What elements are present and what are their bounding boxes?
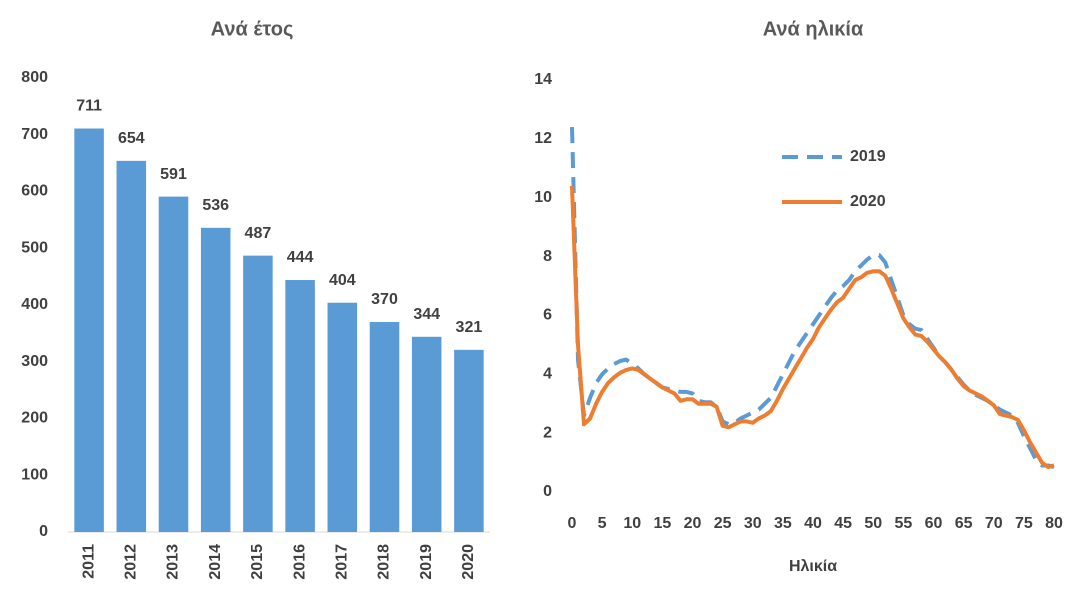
x-tick-label: 2020 — [460, 544, 477, 580]
bar — [327, 302, 358, 532]
x-tick-label: 2015 — [249, 544, 266, 580]
data-label: 404 — [329, 272, 356, 289]
x-tick-label: 2018 — [376, 544, 393, 580]
data-label: 711 — [76, 98, 102, 115]
bar — [243, 255, 273, 532]
data-label: 487 — [245, 225, 272, 242]
y-tick-label: 10 — [534, 189, 552, 206]
x-tick-label: 15 — [653, 515, 671, 532]
x-tick-label: 2017 — [334, 544, 351, 580]
x-tick-label: 2013 — [165, 544, 182, 580]
data-label: 370 — [371, 291, 398, 308]
bar — [285, 280, 315, 532]
x-axis-label: Ηλικία — [789, 558, 837, 575]
bar — [116, 160, 147, 533]
x-tick-label: 2016 — [291, 544, 308, 580]
x-tick-label: 25 — [714, 515, 732, 532]
x-tick-label: 80 — [1045, 515, 1063, 532]
x-tick-label: 5 — [598, 515, 607, 532]
y-tick-label: 700 — [21, 126, 48, 143]
data-label: 344 — [413, 306, 440, 323]
y-tick-label: 500 — [21, 239, 48, 256]
y-tick-label: 4 — [543, 366, 552, 383]
legend-label: 2020 — [850, 193, 886, 210]
legend-label: 2019 — [850, 148, 886, 165]
x-tick-label: 2019 — [418, 544, 435, 580]
chart-title: Ανά έτος — [211, 18, 294, 40]
x-tick-label: 2012 — [123, 544, 140, 580]
x-tick-label: 75 — [1015, 515, 1033, 532]
y-tick-label: 600 — [21, 183, 48, 200]
y-tick-label: 8 — [543, 248, 552, 265]
x-tick-label: 2011 — [80, 544, 97, 579]
x-tick-label: 60 — [925, 515, 943, 532]
bar — [74, 128, 104, 532]
y-tick-label: 200 — [21, 410, 48, 427]
x-tick-label: 2014 — [207, 544, 224, 580]
y-tick-label: 800 — [21, 69, 48, 86]
x-tick-label: 50 — [864, 515, 882, 532]
data-label: 444 — [287, 249, 314, 266]
bar — [200, 227, 231, 532]
x-tick-label: 40 — [804, 515, 822, 532]
bar — [411, 336, 442, 532]
x-tick-label: 35 — [774, 515, 792, 532]
y-tick-label: 0 — [543, 483, 552, 500]
line-series — [570, 185, 1055, 469]
y-tick-label: 14 — [534, 71, 552, 88]
y-tick-label: 300 — [21, 353, 48, 370]
x-tick-label: 30 — [744, 515, 762, 532]
bar — [369, 322, 400, 532]
x-tick-label: 55 — [894, 515, 912, 532]
y-tick-label: 100 — [21, 466, 48, 483]
data-label: 591 — [160, 166, 187, 183]
x-tick-label: 0 — [568, 515, 577, 532]
x-tick-label: 10 — [623, 515, 641, 532]
bar — [158, 196, 189, 533]
x-tick-label: 70 — [985, 515, 1003, 532]
line-series — [570, 127, 1055, 469]
bar — [454, 349, 484, 532]
y-tick-label: 12 — [534, 130, 552, 147]
data-label: 536 — [202, 197, 229, 214]
y-tick-label: 6 — [543, 307, 552, 324]
chart-title: Ανά ηλικία — [763, 18, 864, 40]
x-tick-label: 65 — [955, 515, 973, 532]
data-label: 321 — [456, 319, 483, 336]
y-tick-label: 0 — [39, 523, 48, 540]
data-label: 654 — [118, 130, 145, 147]
x-tick-label: 45 — [834, 515, 852, 532]
y-tick-label: 400 — [21, 296, 48, 313]
y-tick-label: 2 — [543, 424, 552, 441]
x-tick-label: 20 — [684, 515, 702, 532]
